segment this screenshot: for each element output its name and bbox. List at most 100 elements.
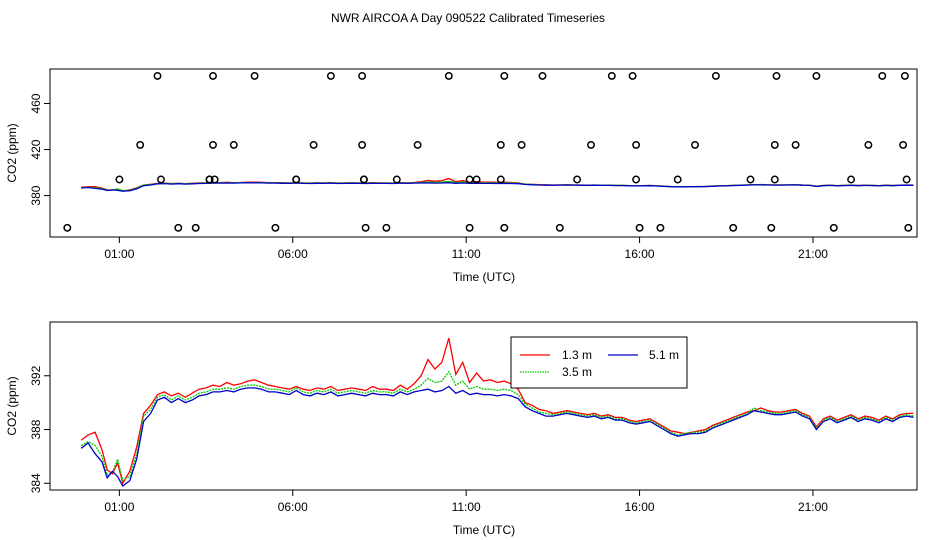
chart-title: NWR AIRCOA A Day 090522 Calibrated Times…	[331, 11, 605, 25]
upper-x-axis-label: Time (UTC)	[453, 270, 515, 284]
calibration-point	[673, 175, 682, 184]
calibration-point	[587, 140, 595, 149]
calibration-point	[607, 71, 616, 80]
calibration-point	[573, 175, 582, 184]
calibration-point	[465, 223, 474, 232]
calibration-point	[205, 175, 214, 184]
calibration-point	[209, 71, 217, 80]
calibration-point	[271, 223, 280, 232]
calibration-point	[902, 175, 911, 184]
calibration-point	[229, 140, 238, 149]
calibration-point	[770, 175, 779, 184]
calibration-point	[326, 71, 335, 80]
calibration-point	[359, 175, 368, 184]
calibration-point	[63, 223, 72, 232]
calibration-point	[829, 223, 838, 232]
y-tick-label: 392	[29, 365, 43, 385]
calibration-point	[472, 175, 481, 184]
lower-x-axis-label: Time (UTC)	[453, 523, 515, 537]
y-tick-label: 420	[29, 139, 43, 159]
upper-x-axis: 01:00 06:00 11:00 16:00 21:00	[104, 237, 828, 261]
calibration-point	[555, 223, 564, 232]
calibration-point	[309, 140, 318, 149]
x-tick-label: 01:00	[104, 247, 134, 261]
x-tick-label: 16:00	[625, 247, 655, 261]
lower-panel: 384 388 392 01:00 06:00 11:00 16:00 21:00 CO2 …	[5, 321, 918, 537]
upper-calibration-points	[63, 71, 913, 232]
lower-y-axis-label: CO2 (ppm)	[5, 376, 19, 435]
upper-plot-frame	[49, 68, 918, 238]
calibration-point	[812, 71, 821, 80]
lower-plot-frame	[49, 321, 918, 491]
calibration-point	[292, 175, 301, 184]
calibration-point	[900, 71, 909, 80]
calibration-point	[772, 71, 781, 80]
calibration-point	[628, 71, 637, 80]
series-line-1-3-m	[80, 337, 914, 486]
lower-x-axis: 01:00 06:00 11:00 16:00 21:00	[104, 490, 828, 514]
calibration-point	[157, 175, 165, 184]
calibration-point	[250, 71, 259, 80]
calibration-point	[361, 223, 370, 232]
calibration-point	[656, 223, 665, 232]
calibration-point	[358, 140, 367, 149]
series-line-3-5-m	[80, 370, 914, 482]
x-tick-label: 21:00	[798, 500, 828, 514]
legend-box	[510, 336, 688, 389]
legend-label-3-5m: 3.5 m	[562, 365, 592, 379]
calibration-point	[496, 175, 505, 184]
x-tick-label: 16:00	[625, 500, 655, 514]
calibration-point	[517, 140, 526, 149]
calibration-point	[174, 223, 183, 232]
calibration-point	[358, 71, 367, 80]
legend-label-1-3m: 1.3 m	[562, 348, 592, 362]
upper-y-axis: 380 420 460	[29, 93, 50, 206]
calibration-point	[746, 175, 755, 184]
calibration-point	[500, 71, 509, 80]
calibration-point	[847, 175, 856, 184]
calibration-point	[632, 175, 641, 184]
x-tick-label: 01:00	[104, 500, 134, 514]
calibration-point	[635, 223, 644, 232]
calibration-point	[382, 223, 391, 232]
calibration-point	[899, 140, 908, 149]
calibration-point	[538, 71, 547, 80]
calibration-point	[864, 140, 873, 149]
lower-y-axis: 384 388 392	[29, 365, 50, 493]
calibration-point	[878, 71, 887, 80]
calibration-point	[729, 223, 738, 232]
calibration-point	[770, 140, 779, 149]
calibration-point	[444, 71, 453, 80]
series-line-5-1-m	[80, 385, 914, 487]
x-tick-label: 06:00	[278, 500, 308, 514]
calibration-point	[413, 140, 422, 149]
calibration-point	[153, 71, 162, 80]
calibration-point	[392, 175, 401, 184]
y-tick-label: 380	[29, 185, 43, 205]
calibration-point	[711, 71, 720, 80]
upper-series-line-5-1-m	[81, 182, 914, 192]
calibration-point	[791, 140, 800, 149]
calibration-point	[191, 223, 200, 232]
y-tick-label: 384	[29, 473, 43, 493]
x-tick-label: 06:00	[278, 247, 308, 261]
x-tick-label: 21:00	[798, 247, 828, 261]
calibration-point	[210, 175, 219, 184]
calibration-point	[632, 140, 641, 149]
legend: 1.3 m 5.1 m 3.5 m	[510, 336, 688, 389]
x-tick-label: 11:00	[452, 500, 481, 514]
upper-panel: 380 420 460 01:00 06:00 11:00 16:00 21:00 CO2 …	[5, 68, 918, 284]
lower-series-lines	[80, 337, 914, 487]
calibration-point	[767, 223, 776, 232]
calibration-point	[496, 140, 505, 149]
calibration-point	[904, 223, 913, 232]
calibration-point	[115, 175, 124, 184]
y-tick-label: 460	[29, 93, 43, 113]
legend-label-5-1m: 5.1 m	[649, 348, 679, 362]
calibration-point	[500, 223, 509, 232]
calibration-point	[209, 140, 217, 149]
calibration-point	[136, 140, 145, 149]
upper-y-axis-label: CO2 (ppm)	[5, 123, 19, 182]
y-tick-label: 388	[29, 419, 43, 439]
